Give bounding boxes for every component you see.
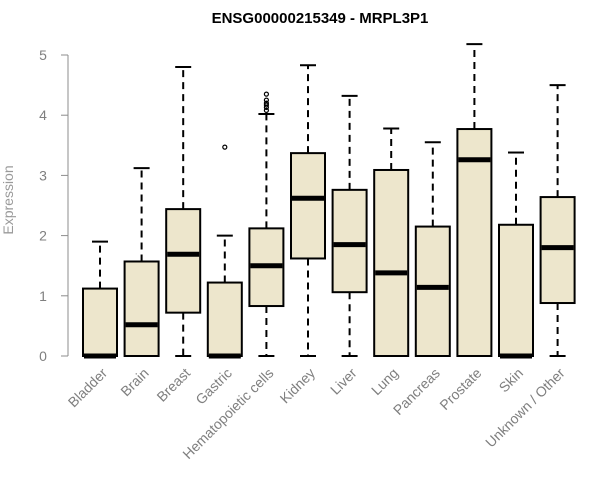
box-iqr [414,225,451,357]
box-lung [373,127,410,357]
y-tick-label: 5 [39,47,47,63]
y-axis-label: Expression [0,165,16,234]
box-unknown-other [539,84,576,357]
box-breast [165,66,202,357]
box-iqr [456,128,493,357]
box-gastric [206,144,243,359]
box-iqr [290,152,326,260]
x-tick-label: Liver [327,365,360,398]
x-tick-label: Brain [117,365,151,399]
box-hematopoietic-cells [248,91,285,357]
x-tick-label: Unknown / Other [482,365,568,451]
axes: 0 1 2 3 4 5 [39,47,69,364]
box-iqr [82,287,118,357]
y-tick-label: 0 [39,348,47,364]
box-liver [331,94,368,357]
x-tick-label: Lung [368,365,401,398]
box-iqr [331,188,368,294]
outlier-point [263,97,269,103]
boxes [82,43,576,359]
x-tick-label: Prostate [436,365,484,413]
x-tick-label: Breast [153,365,193,405]
box-bladder [82,240,118,359]
outlier-point [263,91,269,97]
outlier-point [263,107,269,113]
box-skin [498,151,534,359]
outlier-point [263,102,269,108]
y-tick-label: 4 [39,107,47,123]
y-tick-label: 1 [39,288,47,304]
box-iqr [123,260,160,357]
box-prostate [456,43,493,357]
box-iqr [206,281,243,357]
box-brain [123,167,160,357]
outlier-point [263,100,269,106]
x-tick-label: Bladder [65,365,111,411]
outlier-point [222,144,228,150]
x-tick-label: Skin [496,365,527,396]
box-iqr [498,223,534,357]
y-tick-label: 3 [39,167,47,183]
box-kidney [290,64,326,357]
x-tick-label: Kidney [277,365,319,407]
box-iqr [165,208,202,314]
box-pancreas [414,141,451,357]
chart-title: ENSG00000215349 - MRPL3P1 [212,10,429,27]
box-iqr [373,168,410,357]
y-tick-label: 2 [39,228,47,244]
